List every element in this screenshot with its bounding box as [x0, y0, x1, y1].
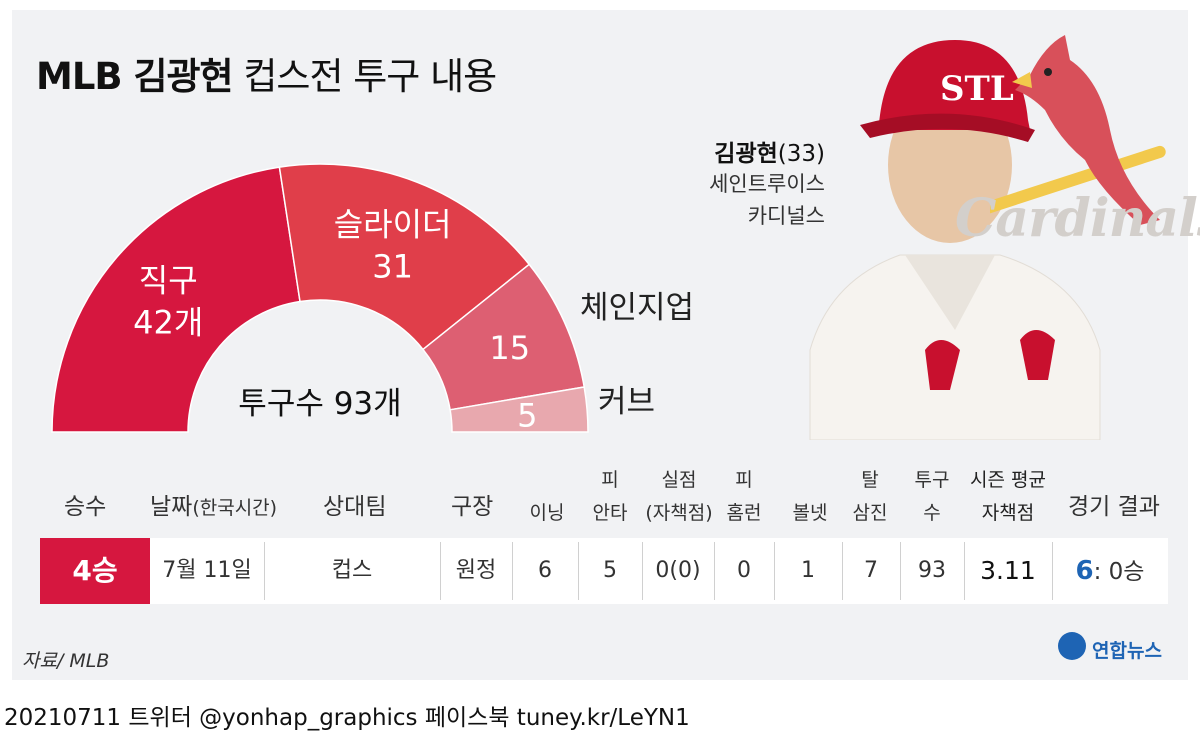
- cell-date: 7월 11일: [162, 558, 252, 583]
- header-hr-line1: 피: [735, 469, 753, 491]
- column-divider: [774, 542, 775, 600]
- slice-value-label-1: 42개: [133, 304, 203, 342]
- source-note: 자료/ MLB: [22, 650, 110, 672]
- cell-venue: 원정: [455, 558, 497, 583]
- cell-era: 3.11: [980, 556, 1036, 585]
- column-divider: [512, 542, 513, 600]
- column-divider: [964, 542, 965, 600]
- result-rest: : 0승: [1093, 559, 1145, 585]
- cell-runs: 0(0): [655, 558, 701, 583]
- header-er-line2: (자책점): [645, 502, 713, 524]
- header-innings: 이닝: [529, 502, 565, 524]
- result-score: 6: [1075, 556, 1094, 586]
- yonhap-logo-icon: [1058, 632, 1086, 660]
- cardinals-logo: [990, 35, 1166, 225]
- column-divider: [714, 542, 715, 600]
- cell-opponent: 컵스: [331, 558, 373, 583]
- column-divider: [440, 542, 441, 600]
- cell-innings: 6: [538, 558, 552, 583]
- header-opponent: 상대팀: [323, 494, 387, 520]
- header-hr-line2: 홈런: [726, 502, 762, 524]
- header-hits-line1: 피: [601, 469, 619, 491]
- cell-pitches: 93: [918, 558, 946, 583]
- title-rest: 컵스전 투구 내용: [243, 55, 497, 98]
- page-title: MLB 김광현 컵스전 투구 내용: [36, 46, 497, 100]
- donut-slice-1: [51, 166, 301, 433]
- header-date-note: (한국시간): [192, 497, 278, 519]
- header-date-text: 날짜: [150, 494, 193, 520]
- player-team-line1: 세인트루이스: [709, 172, 825, 196]
- header-er-line1: 실점: [661, 469, 697, 491]
- slice-value-label-2: 31: [372, 248, 413, 286]
- player-age: (33): [777, 141, 825, 167]
- cell-bb: 1: [801, 558, 815, 583]
- footer-credits: 20210711 트위터 @yonhap_graphics 페이스북 tuney…: [4, 705, 690, 731]
- header-pitches-line2: 수: [923, 502, 941, 524]
- column-divider: [1052, 542, 1053, 600]
- cell-so: 7: [864, 558, 878, 583]
- header-bb: 볼넷: [792, 502, 828, 524]
- slice-value-label-3: 15: [489, 329, 530, 367]
- header-era-line2: 자책점: [981, 502, 1035, 524]
- slice-category-label-4: 커브: [598, 384, 655, 420]
- column-divider: [578, 542, 579, 600]
- header-so-line2: 삼진: [852, 502, 888, 524]
- header-venue: 구장: [451, 494, 494, 520]
- cardinals-wordmark: Cardinals: [955, 188, 1200, 249]
- header-so-line1: 탈: [861, 469, 879, 491]
- cell-result: 6: 0승: [1052, 538, 1168, 604]
- header-hits-line2: 안타: [592, 502, 628, 524]
- cell-hits: 5: [603, 558, 617, 583]
- header-era-line1: 시즌 평균: [970, 469, 1046, 491]
- player-name: 김광현(33): [690, 134, 825, 168]
- slice-category-label-3: 체인지업: [580, 290, 694, 326]
- cell-hr: 0: [737, 558, 751, 583]
- header-wins: 승수: [64, 494, 107, 520]
- header-result: 경기 결과: [1068, 494, 1160, 520]
- column-divider: [900, 542, 901, 600]
- header-date: 날짜(한국시간): [150, 493, 277, 522]
- player-name-text: 김광현: [714, 141, 778, 167]
- player-team-line2: 카디널스: [747, 204, 825, 228]
- brand-name: 연합뉴스: [1092, 640, 1162, 662]
- donut-center-label: 투구수 93개: [238, 386, 401, 422]
- column-divider: [842, 542, 843, 600]
- svg-text:STL: STL: [940, 69, 1014, 109]
- slice-value-label-4: 5: [517, 396, 537, 434]
- donut-slice-2: [278, 163, 531, 351]
- column-divider: [642, 542, 643, 600]
- cell-wins: 4승: [40, 538, 150, 604]
- stats-row-background: [40, 538, 1168, 604]
- slice-category-label-2: 슬라이더: [334, 206, 452, 244]
- header-pitches-line1: 투구: [914, 469, 950, 491]
- column-divider: [264, 542, 265, 600]
- slice-category-label-1: 직구: [139, 262, 198, 300]
- player-photo: STL: [809, 40, 1101, 440]
- donut-slice-4: [449, 386, 589, 433]
- title-bold: MLB 김광현: [36, 55, 234, 98]
